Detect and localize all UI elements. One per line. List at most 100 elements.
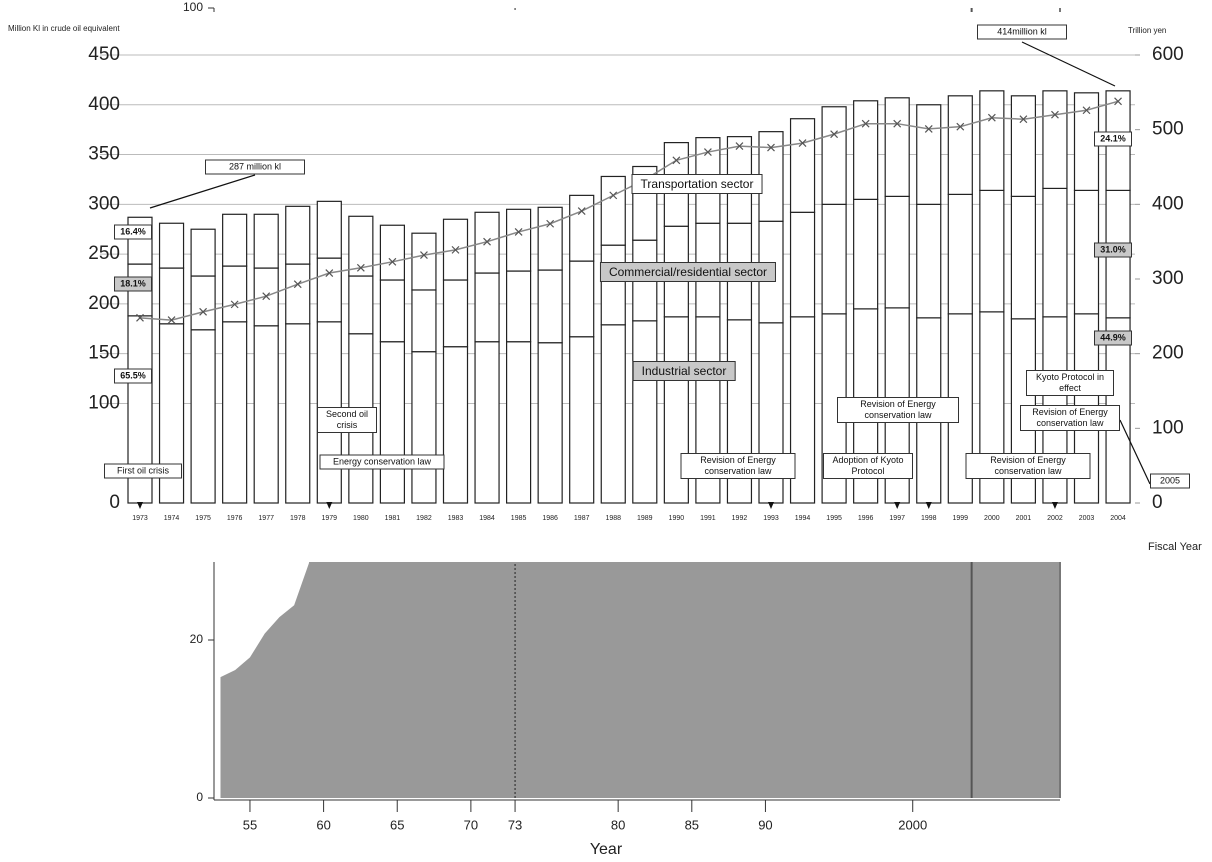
x-tick-label: 85 xyxy=(685,817,699,832)
sector-label: Transportation sector xyxy=(631,174,763,194)
sector-label: Commercial/residential sector xyxy=(599,262,777,282)
annotation: 31.0% xyxy=(1094,242,1132,258)
bar-segment xyxy=(474,211,500,274)
marker xyxy=(293,280,302,289)
bar-segment xyxy=(442,346,469,504)
arrow xyxy=(1021,41,1116,87)
x-tick-label: 73 xyxy=(508,817,522,832)
bar-segment xyxy=(442,279,469,348)
bar-segment xyxy=(884,97,910,197)
bar-segment xyxy=(285,263,311,325)
annotation: Revision of Energy conservation law xyxy=(965,453,1091,479)
bar-segment xyxy=(506,270,532,343)
x-tick-label: 1995 xyxy=(826,515,842,522)
y2-tick-label: 100 xyxy=(1152,417,1184,438)
y2-tick-label: 500 xyxy=(1152,119,1184,140)
x-tick-label: 1988 xyxy=(605,515,621,522)
bar-segment xyxy=(853,100,879,200)
marker xyxy=(1114,97,1122,106)
bar-segment xyxy=(537,206,563,271)
x-tick-label: 1989 xyxy=(637,515,653,522)
bar-segment xyxy=(379,341,405,504)
marker xyxy=(798,139,807,148)
bar-segment xyxy=(947,95,973,195)
x-tick-label: 2001 xyxy=(1016,515,1032,522)
bar-segment xyxy=(253,213,279,269)
x-tick-label: 1973 xyxy=(132,515,148,522)
x-tick-label: 2000 xyxy=(984,515,1000,522)
arrow xyxy=(149,174,256,209)
y-tick-label: 450 xyxy=(88,44,120,65)
x-tick-label: 1976 xyxy=(227,515,243,522)
marker xyxy=(830,130,839,139)
annotation: 16.4% xyxy=(114,224,152,240)
x-tick-label: 2002 xyxy=(1047,515,1063,522)
x-tick-label: 1991 xyxy=(700,515,716,522)
x-tick-label: 1987 xyxy=(574,515,590,522)
x-tick-label: 1974 xyxy=(164,515,180,522)
annotation: 44.9% xyxy=(1094,330,1132,346)
bar-segment xyxy=(1042,187,1068,318)
annotation: 2005 xyxy=(1150,473,1190,489)
y-tick-label: 100 xyxy=(183,0,203,14)
bar-segment xyxy=(569,194,595,262)
annotation: 287 million kl xyxy=(205,159,305,175)
annotation: Kyoto Protocol in effect xyxy=(1026,370,1114,396)
bar-segment xyxy=(411,232,437,291)
bar-segment xyxy=(600,244,626,326)
annotation: 414million kl xyxy=(977,24,1067,40)
event-marker xyxy=(925,502,932,509)
annotation: Adoption of Kyoto Protocol xyxy=(823,453,913,479)
marker xyxy=(388,257,397,266)
marker xyxy=(924,124,933,133)
x-tick-label: 1978 xyxy=(290,515,306,522)
bar-segment xyxy=(411,289,437,353)
bar-segment xyxy=(348,275,374,335)
x-axis-label: Year xyxy=(590,841,623,858)
annotation: First oil crisis xyxy=(104,463,182,479)
annotation: 65.5% xyxy=(114,368,152,384)
x-tick-label: 80 xyxy=(611,817,625,832)
bar-segment xyxy=(1010,195,1037,320)
bar-segment xyxy=(316,257,342,323)
y-axis-label: Million Kl in crude oil equivalent xyxy=(8,24,120,33)
bar-segment xyxy=(569,336,595,504)
annotation: Revision of Energy conservation law xyxy=(680,453,796,479)
bar-segment xyxy=(222,265,248,323)
annotation: 18.1% xyxy=(114,276,152,292)
x-tick-label: 1994 xyxy=(795,515,811,522)
event-marker xyxy=(326,502,333,509)
x-tick-label: 1993 xyxy=(763,515,779,522)
y2-tick-label: 0 xyxy=(1152,492,1163,513)
bar-segment xyxy=(569,260,595,338)
y-tick-label: 20 xyxy=(190,632,204,646)
annotation: Revision of Energy conservation law xyxy=(837,397,959,423)
x-tick-label: 1996 xyxy=(858,515,874,522)
annotation: Second oil crisis xyxy=(317,407,377,433)
marker xyxy=(230,300,239,309)
marker xyxy=(420,251,428,260)
bar-segment xyxy=(789,211,816,318)
bar-segment xyxy=(190,228,216,277)
x-tick-label: 1999 xyxy=(953,515,969,522)
x-tick-label: 60 xyxy=(316,817,330,832)
y-tick-label: 150 xyxy=(88,343,120,364)
marker xyxy=(325,269,334,277)
x-tick-label: 55 xyxy=(243,817,257,832)
x-tick-label: 1984 xyxy=(479,515,495,522)
bar-segment xyxy=(158,267,185,325)
bar-segment xyxy=(632,320,658,504)
y-tick-label: 0 xyxy=(196,790,203,804)
bar-segment xyxy=(158,222,185,269)
bar-segment xyxy=(379,224,405,281)
y-tick-label: 100 xyxy=(88,392,120,413)
marker xyxy=(987,113,996,122)
marker xyxy=(199,307,208,316)
y-tick-label: 250 xyxy=(88,243,120,264)
marker xyxy=(262,292,271,301)
bar-segment xyxy=(285,205,311,265)
bar-segment xyxy=(253,325,279,504)
x-tick-label: 1981 xyxy=(385,515,401,522)
